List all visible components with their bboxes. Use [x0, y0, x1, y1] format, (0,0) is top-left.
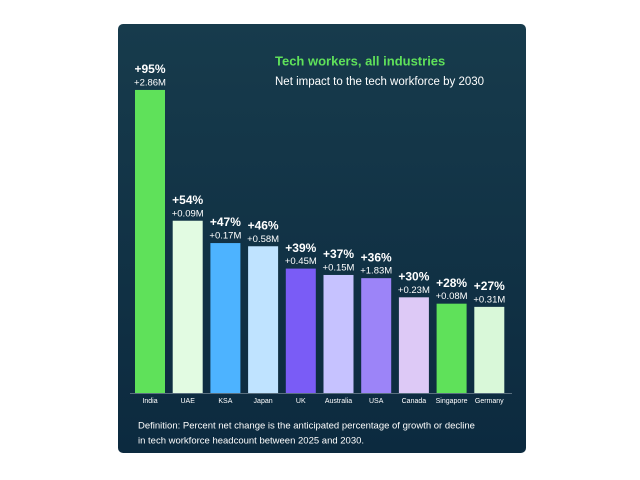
secondary-value-label: +0.09M [172, 208, 204, 219]
value-label: +95% [134, 62, 165, 76]
bar [474, 306, 505, 393]
value-label: +28% [436, 276, 467, 290]
value-label: +54% [172, 193, 203, 207]
secondary-value-label: +2.86M [134, 77, 166, 88]
bar [398, 297, 429, 393]
x-tick-label: KSA [218, 398, 232, 405]
value-label: +36% [361, 250, 392, 264]
secondary-value-label: +0.31M [473, 294, 505, 305]
secondary-value-label: +0.23M [398, 285, 430, 296]
x-tick-label: Singapore [436, 398, 468, 405]
value-label: +27% [474, 279, 505, 293]
x-tick-label: Germany [475, 398, 504, 405]
bar [285, 268, 316, 393]
value-label: +47% [210, 215, 241, 229]
x-tick-label: India [142, 398, 157, 405]
secondary-value-label: +0.45M [285, 256, 317, 267]
x-tick-label: Japan [254, 398, 273, 405]
secondary-value-label: +0.17M [209, 231, 241, 242]
x-tick-label: UK [296, 398, 306, 405]
bar [248, 246, 279, 393]
bar [135, 89, 165, 393]
bar [210, 243, 241, 393]
chart-title: Tech workers, all industries [275, 53, 445, 68]
x-tick-label: USA [369, 398, 384, 405]
value-label: +46% [248, 218, 279, 232]
x-tick-label: Australia [325, 398, 352, 405]
value-label: +37% [323, 247, 354, 261]
bar [436, 303, 467, 393]
chart-subtitle: Net impact to the tech workforce by 2030 [275, 76, 484, 88]
x-tick-label: Canada [402, 398, 427, 405]
secondary-value-label: +0.08M [436, 291, 468, 302]
footnote: in tech workforce headcount between 2025… [138, 436, 364, 447]
secondary-value-label: +0.58M [247, 234, 279, 245]
bar [323, 274, 354, 393]
secondary-value-label: +0.15M [323, 262, 355, 273]
x-tick-label: UAE [180, 398, 195, 405]
bar [172, 220, 203, 393]
value-label: +30% [398, 269, 429, 283]
footnote: Definition: Percent net change is the an… [138, 421, 475, 432]
secondary-value-label: +1.83M [360, 266, 392, 277]
bar [361, 278, 392, 393]
value-label: +39% [285, 241, 316, 255]
